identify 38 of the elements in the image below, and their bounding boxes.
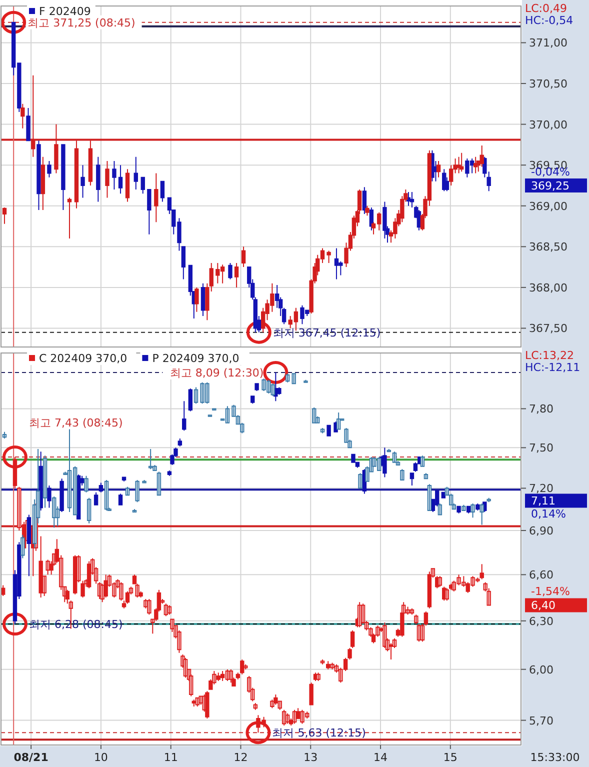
y-tick-label: 6,00 bbox=[529, 663, 554, 676]
y-tick-label: 371,00 bbox=[529, 36, 568, 50]
y-tick-label: 367,50 bbox=[529, 322, 568, 336]
x-tick-label: 08/21 bbox=[14, 751, 48, 764]
x-tick-label: 15 bbox=[443, 751, 458, 764]
legend-label: F 202409 bbox=[39, 5, 91, 18]
text: 6,40 bbox=[531, 599, 556, 612]
text: -1,54% bbox=[531, 585, 570, 598]
x-tick-label: 14 bbox=[374, 751, 388, 764]
x-tick-label: 11 bbox=[164, 751, 178, 764]
annotation: 최고 8,09 (12:30) bbox=[170, 366, 264, 380]
y-tick-label: 6,60 bbox=[529, 568, 554, 582]
y-tick-label: 6,30 bbox=[529, 614, 554, 628]
y-tick-label: 7,80 bbox=[529, 402, 554, 416]
text: LC:13,22 bbox=[525, 349, 574, 362]
legend-label: P 202409 370,0 bbox=[152, 352, 240, 365]
text: 0,14% bbox=[531, 508, 566, 521]
text: HC:-12,11 bbox=[525, 361, 580, 374]
text: HC:-0,54 bbox=[525, 14, 574, 27]
text: LC:0,49 bbox=[525, 2, 568, 15]
y-tick-label: 7,20 bbox=[529, 482, 554, 496]
y-tick-label: 5,70 bbox=[529, 714, 554, 728]
y-tick-label: 368,00 bbox=[529, 281, 568, 294]
text: 7,11 bbox=[531, 494, 556, 508]
x-tick-label: 10 bbox=[94, 751, 108, 764]
annotation: 최고 371,25 (08:45) bbox=[28, 16, 136, 30]
y-tick-label: 370,00 bbox=[529, 118, 568, 132]
legend-label: C 202409 370,0 bbox=[39, 352, 128, 365]
text: 15:33:00 bbox=[530, 751, 580, 764]
y-tick-label: 6,90 bbox=[529, 524, 554, 538]
x-tick-label: 12 bbox=[234, 751, 248, 764]
text: 369,25 bbox=[531, 179, 570, 192]
y-tick-label: 368,50 bbox=[529, 240, 568, 254]
y-tick-label: 7,50 bbox=[529, 442, 554, 455]
x-tick-label: 13 bbox=[304, 751, 318, 764]
y-tick-label: 369,00 bbox=[529, 200, 568, 213]
y-tick-label: 370,50 bbox=[529, 78, 568, 90]
annotation: 최고 7,43 (08:45) bbox=[28, 416, 123, 430]
